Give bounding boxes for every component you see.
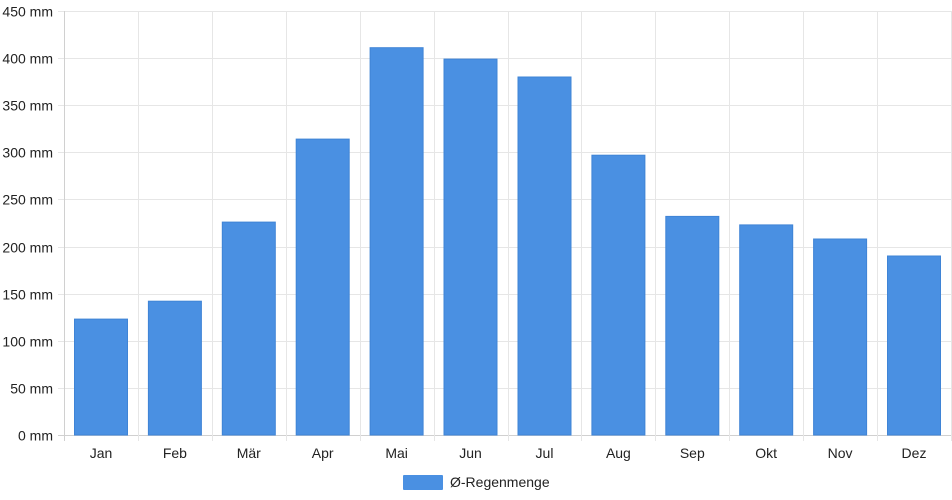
- bar-Feb[interactable]: [147, 300, 202, 436]
- x-tick-label: Jan: [90, 445, 113, 461]
- legend-label[interactable]: Ø-Regenmenge: [450, 474, 550, 490]
- y-tick-label: 400 mm: [2, 51, 53, 67]
- bar-Jul[interactable]: [517, 76, 572, 436]
- bar-Jan[interactable]: [74, 318, 128, 436]
- bar-Okt[interactable]: [739, 224, 794, 436]
- y-tick-label: 200 mm: [2, 240, 53, 256]
- x-tick-label: Mai: [385, 445, 408, 461]
- legend-swatch[interactable]: [403, 475, 443, 490]
- bar-Sep[interactable]: [665, 215, 720, 436]
- y-tick-label: 350 mm: [2, 98, 53, 114]
- bar-Aug[interactable]: [591, 154, 646, 436]
- bar-Jun[interactable]: [443, 58, 498, 436]
- x-tick-label: Okt: [755, 445, 777, 461]
- x-tick-label: Jul: [536, 445, 554, 461]
- bar-Nov[interactable]: [813, 238, 868, 436]
- x-tick-label: Dez: [902, 445, 927, 461]
- legend[interactable]: Ø-Regenmenge: [403, 474, 550, 490]
- bar-Mär[interactable]: [221, 221, 276, 436]
- y-tick-label: 0 mm: [18, 428, 53, 444]
- x-axis-ticks: Jan Feb Mär Apr Mai Jun Jul Aug Sep Okt Nov Dez: [90, 445, 927, 461]
- x-tick-label: Aug: [606, 445, 631, 461]
- y-axis-ticks: 0 mm 50 mm 100 mm 150 mm 200 mm 250 mm 300 mm 3…: [2, 4, 53, 444]
- y-tick-label: 300 mm: [2, 145, 53, 161]
- x-tick-label: Jun: [459, 445, 482, 461]
- y-tick-label: 250 mm: [2, 192, 53, 208]
- y-tick-label: 50 mm: [10, 381, 53, 397]
- x-tick-label: Sep: [680, 445, 705, 461]
- bar-Mai[interactable]: [369, 47, 424, 436]
- y-tick-label: 100 mm: [2, 334, 53, 350]
- x-tick-label: Feb: [163, 445, 187, 461]
- bar-Dez[interactable]: [887, 255, 941, 436]
- bar-Apr[interactable]: [295, 138, 350, 436]
- x-tick-label: Apr: [312, 445, 334, 461]
- x-tick-label: Mär: [237, 445, 261, 461]
- bars: [74, 47, 941, 436]
- x-tick-label: Nov: [828, 445, 853, 461]
- y-tick-label: 150 mm: [2, 287, 53, 303]
- y-tick-label: 450 mm: [2, 4, 53, 20]
